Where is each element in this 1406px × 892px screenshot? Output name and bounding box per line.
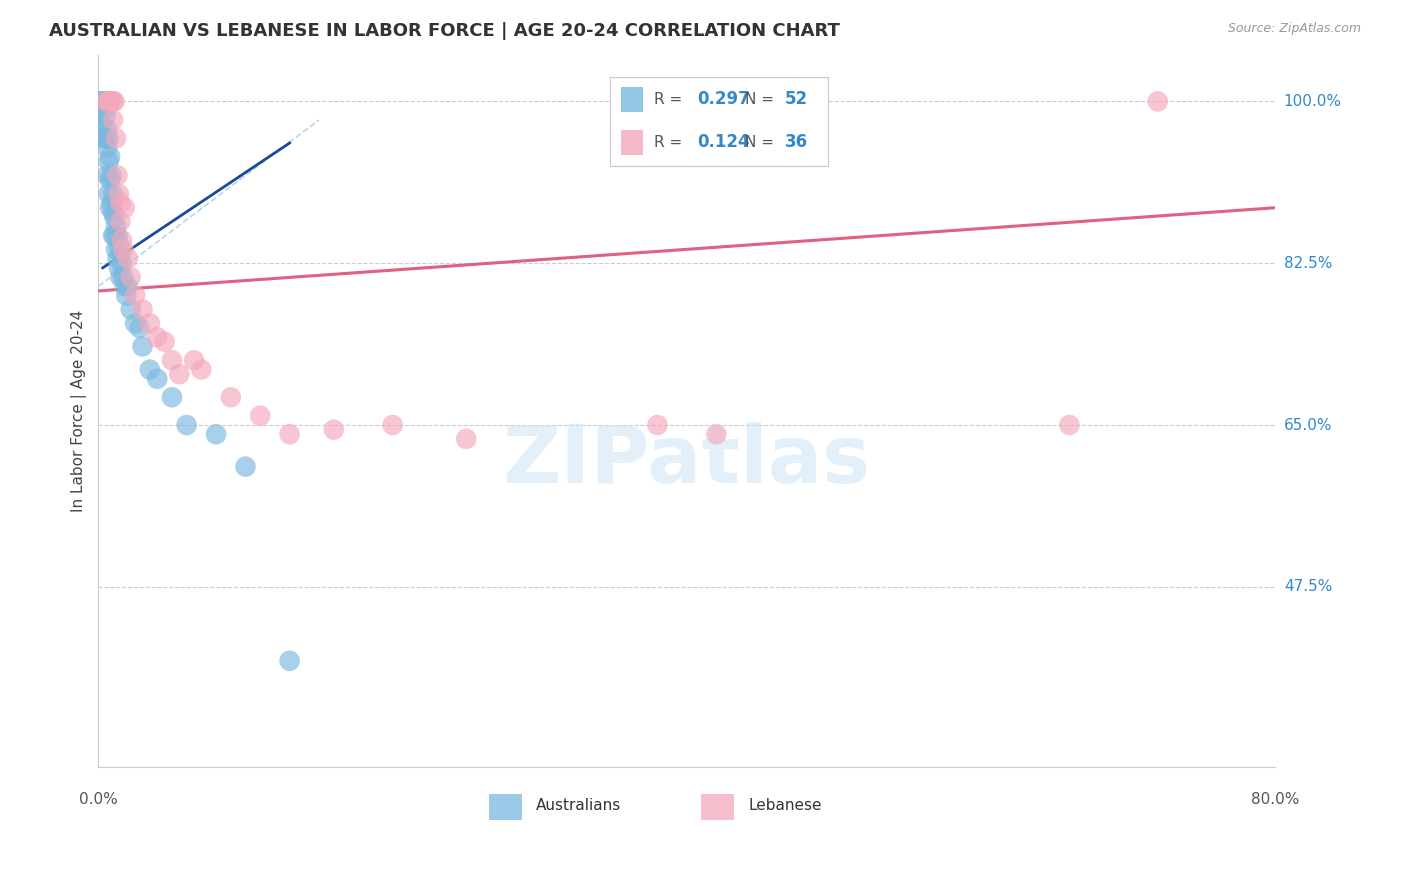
Point	[108, 260, 131, 275]
Point	[94, 95, 117, 109]
Point	[190, 362, 212, 376]
Point	[160, 353, 183, 368]
Point	[97, 95, 120, 109]
Point	[120, 302, 142, 317]
Point	[94, 95, 117, 109]
Point	[96, 140, 118, 154]
Text: 80.0%: 80.0%	[1251, 792, 1299, 807]
Point	[322, 423, 344, 437]
Text: 0.0%: 0.0%	[79, 792, 118, 807]
Point	[100, 169, 122, 183]
Point	[146, 330, 169, 344]
Point	[90, 118, 112, 132]
Point	[98, 95, 121, 109]
Point	[103, 210, 125, 224]
Point	[235, 459, 257, 474]
Point	[101, 112, 124, 127]
Point	[131, 302, 153, 317]
Point	[124, 288, 146, 302]
Point	[100, 196, 122, 211]
Point	[160, 390, 183, 404]
Point	[139, 316, 162, 330]
Point	[205, 427, 228, 442]
Point	[647, 417, 669, 432]
Point	[93, 131, 115, 145]
Text: AUSTRALIAN VS LEBANESE IN LABOR FORCE | AGE 20-24 CORRELATION CHART: AUSTRALIAN VS LEBANESE IN LABOR FORCE | …	[49, 22, 841, 40]
Point	[114, 201, 136, 215]
Point	[103, 228, 125, 243]
Point	[89, 95, 111, 109]
Point	[107, 228, 129, 243]
Point	[128, 321, 150, 335]
Point	[124, 316, 146, 330]
Point	[93, 103, 115, 118]
Y-axis label: In Labor Force | Age 20-24: In Labor Force | Age 20-24	[72, 310, 87, 512]
Point	[94, 131, 117, 145]
Point	[249, 409, 271, 423]
Text: 65.0%: 65.0%	[1284, 417, 1333, 433]
Point	[111, 256, 134, 270]
Point	[704, 427, 727, 442]
Point	[278, 427, 301, 442]
Point	[456, 432, 478, 446]
Point	[110, 214, 132, 228]
Point	[96, 169, 118, 183]
Point	[112, 243, 135, 257]
Point	[219, 390, 242, 404]
Point	[176, 417, 198, 432]
Point	[97, 131, 120, 145]
Text: Source: ZipAtlas.com: Source: ZipAtlas.com	[1227, 22, 1361, 36]
Point	[101, 186, 124, 201]
Point	[96, 122, 118, 136]
Point	[117, 279, 139, 293]
Point	[153, 334, 176, 349]
Point	[91, 122, 114, 136]
Point	[107, 252, 129, 266]
Point	[97, 186, 120, 201]
Point	[94, 108, 117, 122]
Point	[110, 270, 132, 285]
Point	[108, 237, 131, 252]
Point	[139, 362, 162, 376]
Text: 100.0%: 100.0%	[1284, 94, 1341, 109]
Point	[115, 288, 138, 302]
Point	[110, 247, 132, 261]
Point	[98, 173, 121, 187]
Point	[105, 131, 128, 145]
Point	[111, 233, 134, 247]
Text: ZIPatlas: ZIPatlas	[503, 422, 872, 500]
Point	[1059, 417, 1081, 432]
Text: 82.5%: 82.5%	[1284, 256, 1331, 270]
Point	[91, 99, 114, 113]
Point	[101, 205, 124, 219]
Point	[381, 417, 404, 432]
Point	[112, 270, 135, 285]
Point	[105, 219, 128, 234]
Point	[278, 654, 301, 668]
Point	[100, 95, 122, 109]
Point	[110, 196, 132, 211]
Point	[114, 279, 136, 293]
Point	[93, 95, 115, 109]
Point	[131, 339, 153, 353]
Point	[117, 252, 139, 266]
Point	[98, 150, 121, 164]
Point	[107, 169, 129, 183]
Point	[183, 353, 205, 368]
Point	[91, 95, 114, 109]
Point	[120, 270, 142, 285]
Point	[105, 243, 128, 257]
Point	[169, 367, 191, 381]
Point	[103, 95, 125, 109]
Point	[1146, 95, 1168, 109]
Point	[98, 201, 121, 215]
Point	[108, 186, 131, 201]
Point	[146, 372, 169, 386]
Point	[101, 95, 124, 109]
Point	[90, 95, 112, 109]
Point	[97, 154, 120, 169]
Text: 47.5%: 47.5%	[1284, 579, 1331, 594]
Point	[101, 228, 124, 243]
